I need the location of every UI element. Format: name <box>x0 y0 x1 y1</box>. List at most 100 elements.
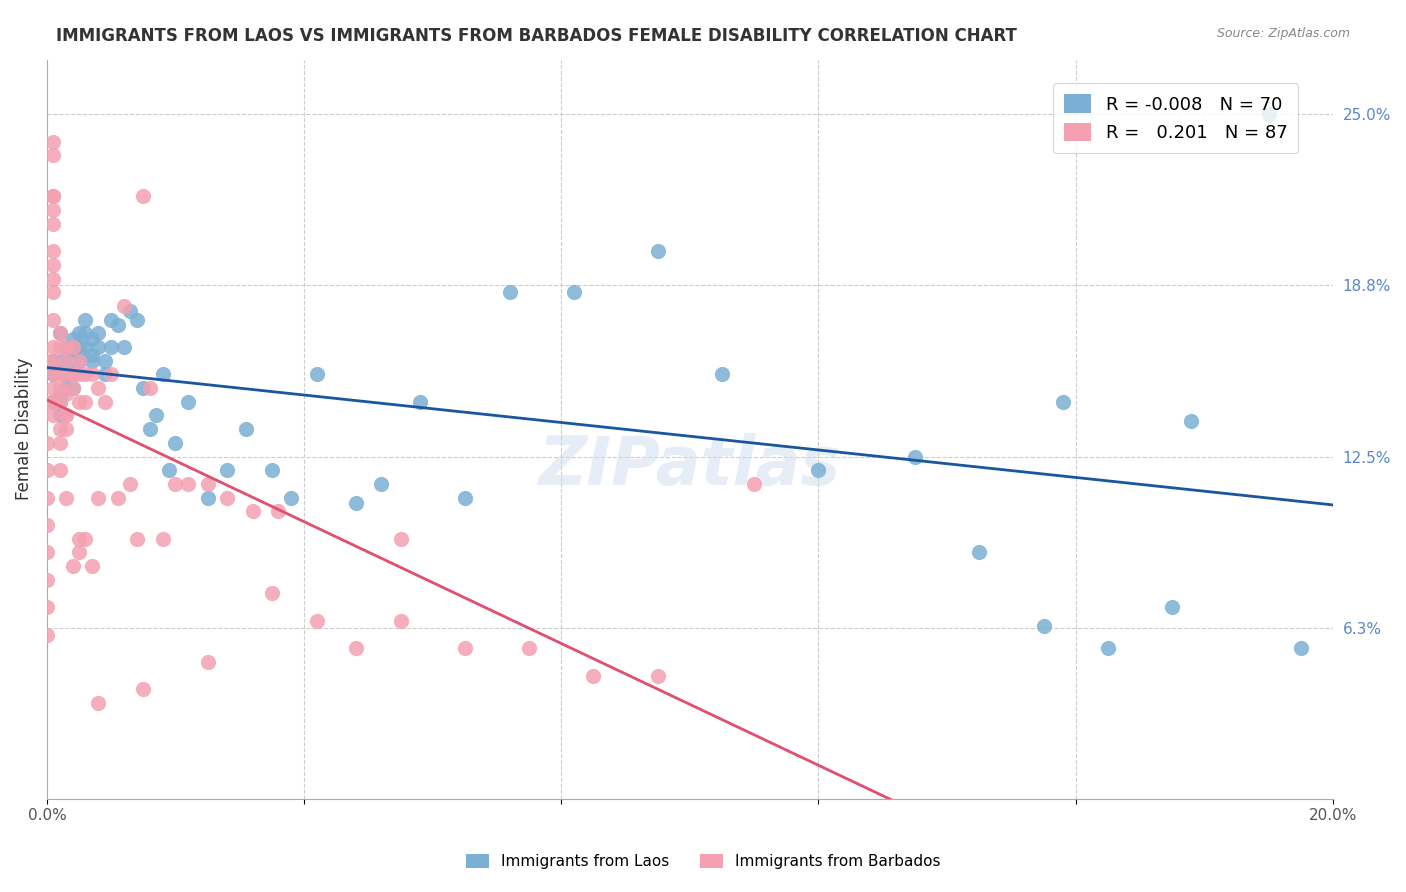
Point <box>177 394 200 409</box>
Point <box>48 326 70 341</box>
Point <box>48 340 70 354</box>
Point <box>197 491 219 505</box>
Point <box>48 435 70 450</box>
Point <box>904 450 927 464</box>
Point <box>711 368 734 382</box>
Point <box>42 394 65 409</box>
Point <box>55 353 77 368</box>
Point <box>62 340 84 354</box>
Point <box>42 368 65 382</box>
Point <box>75 394 97 409</box>
Point <box>409 394 432 409</box>
Point <box>67 353 90 368</box>
Point <box>260 586 283 600</box>
Point <box>75 532 97 546</box>
Point <box>157 463 180 477</box>
Point <box>67 532 90 546</box>
Point <box>87 696 110 710</box>
Point <box>80 353 103 368</box>
Point <box>235 422 257 436</box>
Point <box>1161 600 1184 615</box>
Point <box>55 340 77 354</box>
Point <box>42 189 65 203</box>
Point <box>48 381 70 395</box>
Point <box>125 532 148 546</box>
Point <box>75 340 97 354</box>
Point <box>1289 641 1312 656</box>
Point <box>42 244 65 259</box>
Point <box>67 353 90 368</box>
Point <box>75 312 97 326</box>
Point <box>112 299 135 313</box>
Point <box>139 422 162 436</box>
Point <box>454 641 477 656</box>
Point <box>87 381 110 395</box>
Point <box>48 368 70 382</box>
Point <box>215 491 238 505</box>
Point <box>100 340 122 354</box>
Point <box>48 386 70 401</box>
Point <box>517 641 540 656</box>
Point <box>67 345 90 359</box>
Point <box>42 148 65 162</box>
Point <box>80 332 103 346</box>
Point <box>454 491 477 505</box>
Point <box>67 326 90 341</box>
Point <box>344 641 367 656</box>
Point <box>1180 414 1202 428</box>
Legend: Immigrants from Laos, Immigrants from Barbados: Immigrants from Laos, Immigrants from Ba… <box>460 848 946 875</box>
Point <box>582 668 605 682</box>
Point <box>62 368 84 382</box>
Point <box>35 394 58 409</box>
Point <box>647 668 669 682</box>
Point <box>389 614 412 628</box>
Point <box>48 463 70 477</box>
Point <box>80 368 103 382</box>
Point <box>35 600 58 615</box>
Point <box>344 496 367 510</box>
Point <box>35 435 58 450</box>
Point <box>742 477 765 491</box>
Point <box>42 394 65 409</box>
Point <box>48 394 70 409</box>
Point <box>35 463 58 477</box>
Point <box>280 491 302 505</box>
Point <box>107 318 129 333</box>
Point <box>87 326 110 341</box>
Point <box>165 435 187 450</box>
Point <box>647 244 669 259</box>
Point <box>42 271 65 285</box>
Point <box>67 394 90 409</box>
Point <box>55 340 77 354</box>
Point <box>62 345 84 359</box>
Point <box>80 559 103 574</box>
Point <box>389 532 412 546</box>
Point <box>55 368 77 382</box>
Point <box>197 477 219 491</box>
Point <box>967 545 990 559</box>
Point <box>267 504 290 518</box>
Point <box>55 409 77 423</box>
Point <box>42 381 65 395</box>
Point <box>42 353 65 368</box>
Point <box>112 340 135 354</box>
Point <box>132 682 155 697</box>
Point <box>48 422 70 436</box>
Point <box>139 381 162 395</box>
Point <box>55 359 77 374</box>
Point <box>80 348 103 362</box>
Point <box>75 326 97 341</box>
Point <box>67 545 90 559</box>
Point <box>35 491 58 505</box>
Point <box>87 491 110 505</box>
Point <box>35 518 58 533</box>
Point <box>55 381 77 395</box>
Point <box>42 340 65 354</box>
Text: Source: ZipAtlas.com: Source: ZipAtlas.com <box>1216 27 1350 40</box>
Point <box>120 477 142 491</box>
Point <box>42 189 65 203</box>
Point <box>562 285 585 300</box>
Point <box>100 312 122 326</box>
Point <box>62 559 84 574</box>
Point <box>87 340 110 354</box>
